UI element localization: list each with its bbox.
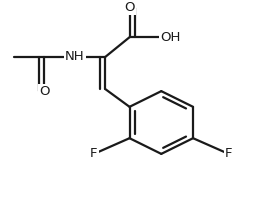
Text: NH: NH — [65, 50, 85, 63]
Text: O: O — [124, 1, 135, 14]
Text: F: F — [225, 147, 232, 160]
Text: O: O — [39, 85, 50, 98]
Text: F: F — [90, 147, 98, 160]
Text: OH: OH — [160, 31, 180, 44]
